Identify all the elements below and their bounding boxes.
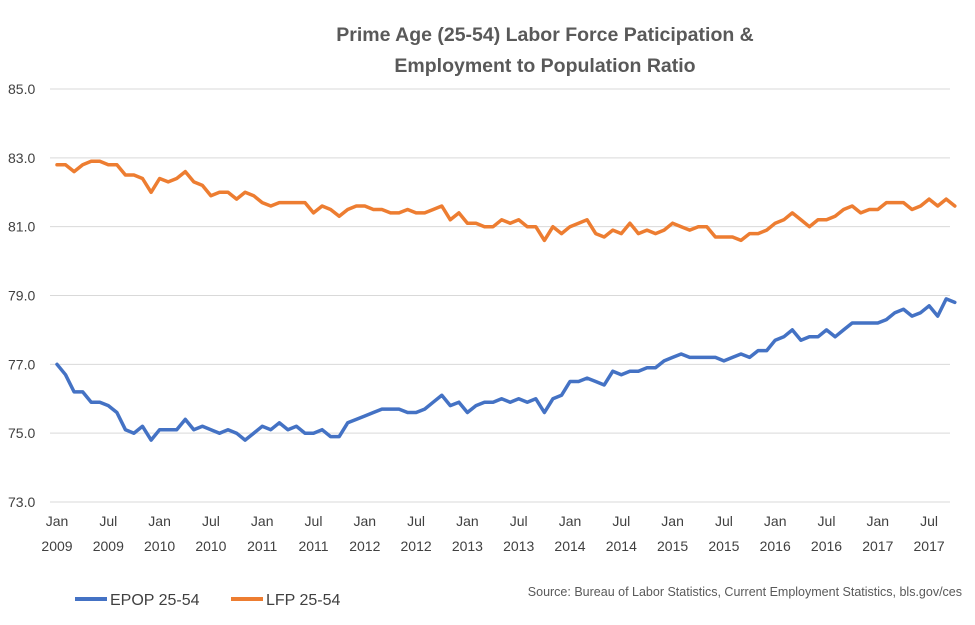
y-tick-label: 75.0 (8, 425, 35, 441)
y-tick-label: 73.0 (8, 494, 35, 510)
x-tick-label-year: 2011 (247, 538, 277, 554)
chart-title: Prime Age (25-54) Labor Force Paticipati… (336, 24, 754, 77)
x-tick-label-year: 2016 (760, 538, 791, 554)
x-tick-label-month: Jul (818, 513, 836, 529)
x-tick-label-year: 2012 (349, 538, 380, 554)
y-tick-label: 77.0 (8, 356, 35, 372)
x-tick-label-year: 2017 (862, 538, 893, 554)
x-tick-label-year: 2016 (811, 538, 842, 554)
source-note: Source: Bureau of Labor Statistics, Curr… (528, 585, 962, 599)
y-axis-tick-labels: 85.0 83.0 81.0 79.0 77.0 75.0 73.0 (8, 81, 35, 510)
x-tick-label-month: Jul (407, 513, 425, 529)
x-tick-label-year: 2010 (144, 538, 175, 554)
x-tick-label-year: 2014 (606, 538, 637, 554)
x-tick-label-year: 2012 (401, 538, 432, 554)
chart-title-line-2: Employment to Population Ratio (394, 55, 695, 77)
chart-title-line-1: Prime Age (25-54) Labor Force Paticipati… (336, 24, 754, 46)
x-tick-label-month: Jul (612, 513, 630, 529)
x-tick-label-year: 2011 (298, 538, 328, 554)
series-line-lfp (55, 159, 957, 243)
y-tick-label: 81.0 (8, 219, 35, 235)
series-line-epop (55, 297, 957, 442)
x-tick-label-month: Jan (559, 513, 582, 529)
x-tick-label-year: 2014 (554, 538, 585, 554)
x-tick-label-year: 2009 (41, 538, 72, 554)
x-tick-label-month: Jul (99, 513, 117, 529)
y-tick-label: 85.0 (8, 81, 35, 97)
x-axis-tick-labels: Jan 2009 Jul 2009 Jan 2010 Jul 2010 Jan 2011 Jul 20… (41, 513, 944, 554)
x-tick-label-month: Jul (202, 513, 220, 529)
x-tick-label-month: Jan (764, 513, 787, 529)
x-tick-label-month: Jan (456, 513, 479, 529)
legend: EPOP 25-54 LFP 25-54 (75, 592, 341, 609)
x-tick-label-year: 2009 (93, 538, 124, 554)
x-tick-label-month: Jan (661, 513, 684, 529)
x-tick-label-year: 2015 (708, 538, 739, 554)
x-tick-label-month: Jan (46, 513, 69, 529)
legend-label-lfp: LFP 25-54 (266, 592, 341, 609)
x-tick-label-month: Jul (510, 513, 528, 529)
x-tick-label-month: Jan (148, 513, 171, 529)
y-tick-label: 79.0 (8, 288, 35, 304)
x-tick-label-month: Jan (251, 513, 274, 529)
x-tick-label-year: 2010 (195, 538, 226, 554)
x-tick-label-year: 2015 (657, 538, 688, 554)
legend-label-epop: EPOP 25-54 (110, 592, 200, 609)
gridlines (50, 88, 950, 503)
x-tick-label-year: 2017 (914, 538, 945, 554)
x-tick-label-year: 2013 (503, 538, 534, 554)
x-tick-label-month: Jul (305, 513, 323, 529)
y-tick-label: 83.0 (8, 150, 35, 166)
x-tick-label-month: Jan (867, 513, 890, 529)
series-lines (55, 159, 957, 442)
x-tick-label-year: 2013 (452, 538, 483, 554)
x-tick-label-month: Jul (920, 513, 938, 529)
x-tick-label-month: Jan (354, 513, 377, 529)
x-tick-label-month: Jul (715, 513, 733, 529)
